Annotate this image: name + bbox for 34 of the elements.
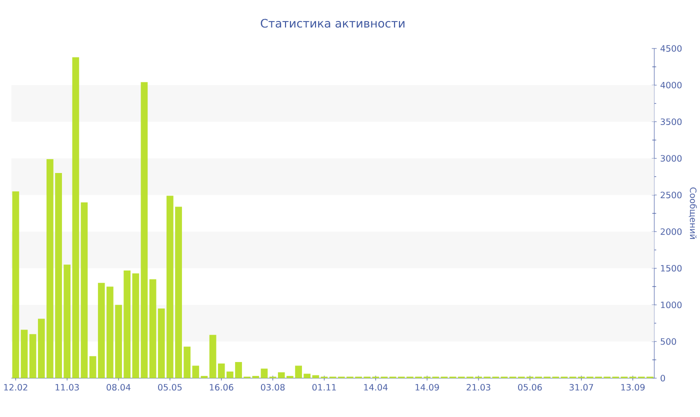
- x-tick-label: 13.09: [621, 384, 645, 391]
- y-tick-label: 0: [660, 374, 666, 382]
- y-tick-label: 1500: [661, 264, 682, 272]
- x-tick-label: 11.03: [56, 384, 79, 391]
- x-tick-label: 05.05: [158, 384, 182, 391]
- y-tick-label: 3000: [660, 155, 682, 162]
- bar: [80, 202, 88, 378]
- x-tick-label: 14.09: [416, 384, 439, 391]
- bar: [149, 279, 156, 378]
- y-tick-label: 1000: [661, 302, 682, 308]
- y-tick-label: 4500: [660, 45, 682, 52]
- x-tick-label: 08.04: [106, 384, 130, 391]
- x-tick-label: 03.08: [260, 384, 285, 391]
- x-tick-label: 01.11: [312, 384, 336, 391]
- y-tick-label: 500: [660, 338, 676, 345]
- bar: [260, 368, 268, 378]
- x-tick-label: 14.04: [364, 384, 388, 391]
- x-tick-label: 31.07: [570, 384, 594, 391]
- bar: [12, 191, 20, 378]
- y-tick-label: 2000: [660, 228, 682, 235]
- bar: [20, 330, 28, 378]
- bar: [89, 356, 96, 378]
- bar: [140, 82, 148, 378]
- chart-title: Статистика активности: [260, 18, 404, 28]
- bar: [209, 334, 216, 378]
- bar: [29, 334, 36, 378]
- y-tick-label: 3500: [660, 118, 682, 126]
- x-tick-label: 05.06: [518, 384, 542, 391]
- y-tick-label: 4000: [660, 82, 682, 88]
- x-tick-label: 16.06: [210, 384, 234, 391]
- y-axis-title: Сообщений: [688, 188, 697, 239]
- x-tick-label: 21.03: [466, 384, 490, 391]
- x-tick-label: 12.02: [4, 384, 28, 391]
- y-tick-label: 2500: [660, 192, 682, 198]
